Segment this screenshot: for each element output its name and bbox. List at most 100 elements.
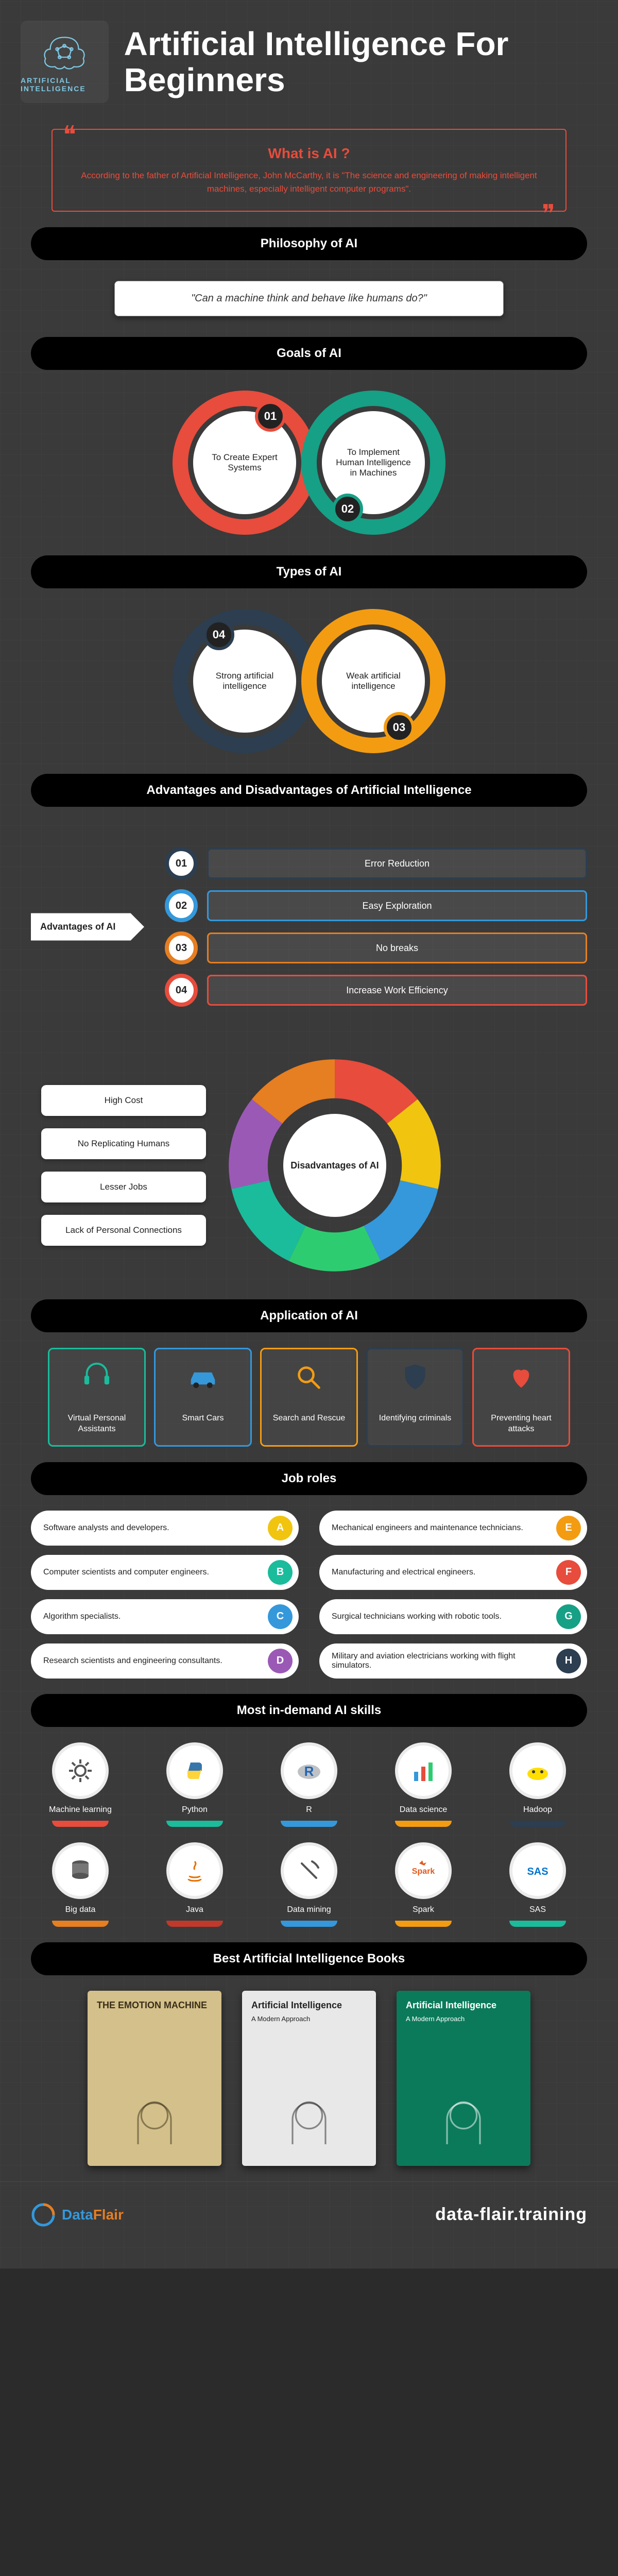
book-title: Artificial Intelligence (251, 2000, 367, 2011)
skill-arc (395, 1821, 452, 1827)
disadvantages-donut: Disadvantages of AI (227, 1057, 443, 1274)
advantage-num: 04 (165, 974, 198, 1007)
job-letter-badge: D (268, 1649, 293, 1673)
job-role: Manufacturing and electrical engineers. F (319, 1555, 587, 1590)
skill-label: Spark (413, 1905, 434, 1914)
skill-item: RR (260, 1742, 358, 1827)
book-title: THE EMOTION MACHINE (97, 2000, 212, 2011)
job-role: Mechanical engineers and maintenance tec… (319, 1511, 587, 1546)
section-adv-dis: Advantages and Disadvantages of Artifici… (31, 774, 587, 807)
goal-2-num: 02 (332, 494, 363, 524)
advantage-row: 01Error Reduction (165, 847, 587, 880)
job-text: Manufacturing and electrical engineers. (332, 1568, 549, 1577)
skill-arc (509, 1921, 566, 1927)
skill-label: Java (186, 1905, 203, 1914)
job-role: Research scientists and engineering cons… (31, 1643, 299, 1679)
philosophy-quote: "Can a machine think and behave like hum… (114, 281, 504, 316)
type-2-num: 03 (384, 712, 415, 743)
advantage-row: 03No breaks (165, 931, 587, 964)
shield-icon (368, 1349, 462, 1406)
svg-text:R: R (304, 1764, 314, 1779)
skill-arc (166, 1921, 223, 1927)
footer-logo: DataFlair (31, 2202, 124, 2227)
job-letter-badge: A (268, 1516, 293, 1540)
book-subtitle: A Modern Approach (251, 2015, 367, 2023)
job-letter-badge: G (556, 1604, 581, 1629)
advantages-block: Advantages of AI 01Error Reduction 02Easy… (31, 822, 587, 1031)
goal-1-num: 01 (255, 401, 286, 432)
gear-icon (52, 1742, 109, 1799)
book-cover: Artificial Intelligence A Modern Approach (242, 1991, 376, 2166)
types-dual: Strong artificial intelligence 04 Weak a… (31, 609, 587, 753)
footer-brand1: Data (62, 2207, 93, 2223)
type-1-num: 04 (203, 619, 234, 650)
section-jobs: Job roles (31, 1462, 587, 1495)
type-2: Weak artificial intelligence 03 (301, 609, 445, 753)
skill-item: Python (145, 1742, 244, 1827)
section-books: Best Artificial Intelligence Books (31, 1942, 587, 1975)
svg-text:Spark: Spark (412, 1867, 435, 1876)
disadvantage-chip: Lack of Personal Connections (41, 1215, 206, 1246)
disadvantages-block: High CostNo Replicating HumansLesser Job… (41, 1057, 577, 1274)
book-cover: THE EMOTION MACHINE (88, 1991, 221, 2166)
quote-open-icon: ❝ (63, 121, 76, 149)
skill-arc (395, 1921, 452, 1927)
advantage-row: 02Easy Exploration (165, 889, 587, 922)
job-role: Computer scientists and computer enginee… (31, 1555, 299, 1590)
job-text: Mechanical engineers and maintenance tec… (332, 1523, 549, 1533)
brain-icon (36, 31, 93, 72)
disadvantage-chip: No Replicating Humans (41, 1128, 206, 1159)
skill-item: SASSAS (488, 1842, 587, 1927)
job-text: Software analysts and developers. (43, 1523, 261, 1533)
job-letter-badge: B (268, 1560, 293, 1585)
job-letter-badge: F (556, 1560, 581, 1585)
skill-arc (166, 1821, 223, 1827)
job-text: Military and aviation electricians worki… (332, 1652, 549, 1670)
chart-icon (395, 1742, 452, 1799)
job-text: Research scientists and engineering cons… (43, 1656, 261, 1666)
application-card: Preventing heart attacks (472, 1348, 570, 1447)
application-card: Virtual Personal Assistants (48, 1348, 146, 1447)
skill-item: Data science (374, 1742, 473, 1827)
application-card: Identifying criminals (366, 1348, 464, 1447)
book-art-icon (268, 2078, 350, 2161)
application-label: Identifying criminals (368, 1406, 462, 1434)
job-role: Surgical technicians working with roboti… (319, 1599, 587, 1634)
sas-icon: SAS (509, 1842, 566, 1899)
section-applications: Application of AI (31, 1299, 587, 1332)
pick-icon (281, 1842, 337, 1899)
job-letter-badge: E (556, 1516, 581, 1540)
skill-label: Python (182, 1805, 208, 1815)
db-icon (52, 1842, 109, 1899)
heart-icon (474, 1349, 569, 1406)
type-1: Strong artificial intelligence 04 (173, 609, 317, 753)
whatis-heading: What is AI ? (73, 145, 545, 162)
application-label: Virtual Personal Assistants (49, 1406, 144, 1445)
footer-url: data-flair.training (435, 2205, 587, 2225)
advantage-text: No breaks (207, 933, 587, 963)
advantage-num: 01 (165, 847, 198, 880)
svg-text:SAS: SAS (527, 1866, 548, 1877)
skill-label: Data mining (287, 1905, 331, 1914)
book-art-icon (422, 2078, 505, 2161)
skill-arc (281, 1821, 337, 1827)
disadvantage-chip: High Cost (41, 1085, 206, 1116)
skill-item: Hadoop (488, 1742, 587, 1827)
advantages-label: Advantages of AI (31, 913, 144, 941)
application-card: Smart Cars (154, 1348, 252, 1447)
section-goals: Goals of AI (31, 337, 587, 370)
skill-label: Hadoop (523, 1805, 552, 1815)
skill-label: Data science (400, 1805, 448, 1815)
section-types: Types of AI (31, 555, 587, 588)
goals-dual: To Create Expert Systems 01 To Implement… (31, 391, 587, 535)
book-art-icon (113, 2078, 196, 2161)
search-icon (262, 1349, 356, 1406)
logo-icon (31, 2202, 56, 2227)
skill-label: Machine learning (49, 1805, 112, 1815)
goal-2: To Implement Human Intelligence in Machi… (301, 391, 445, 535)
section-skills: Most in-demand AI skills (31, 1694, 587, 1727)
hero: ARTIFICIAL INTELLIGENCE Artificial Intel… (0, 0, 618, 113)
goal-1: To Create Expert Systems 01 (173, 391, 317, 535)
application-label: Smart Cars (156, 1406, 250, 1434)
skill-item: Machine learning (31, 1742, 130, 1827)
